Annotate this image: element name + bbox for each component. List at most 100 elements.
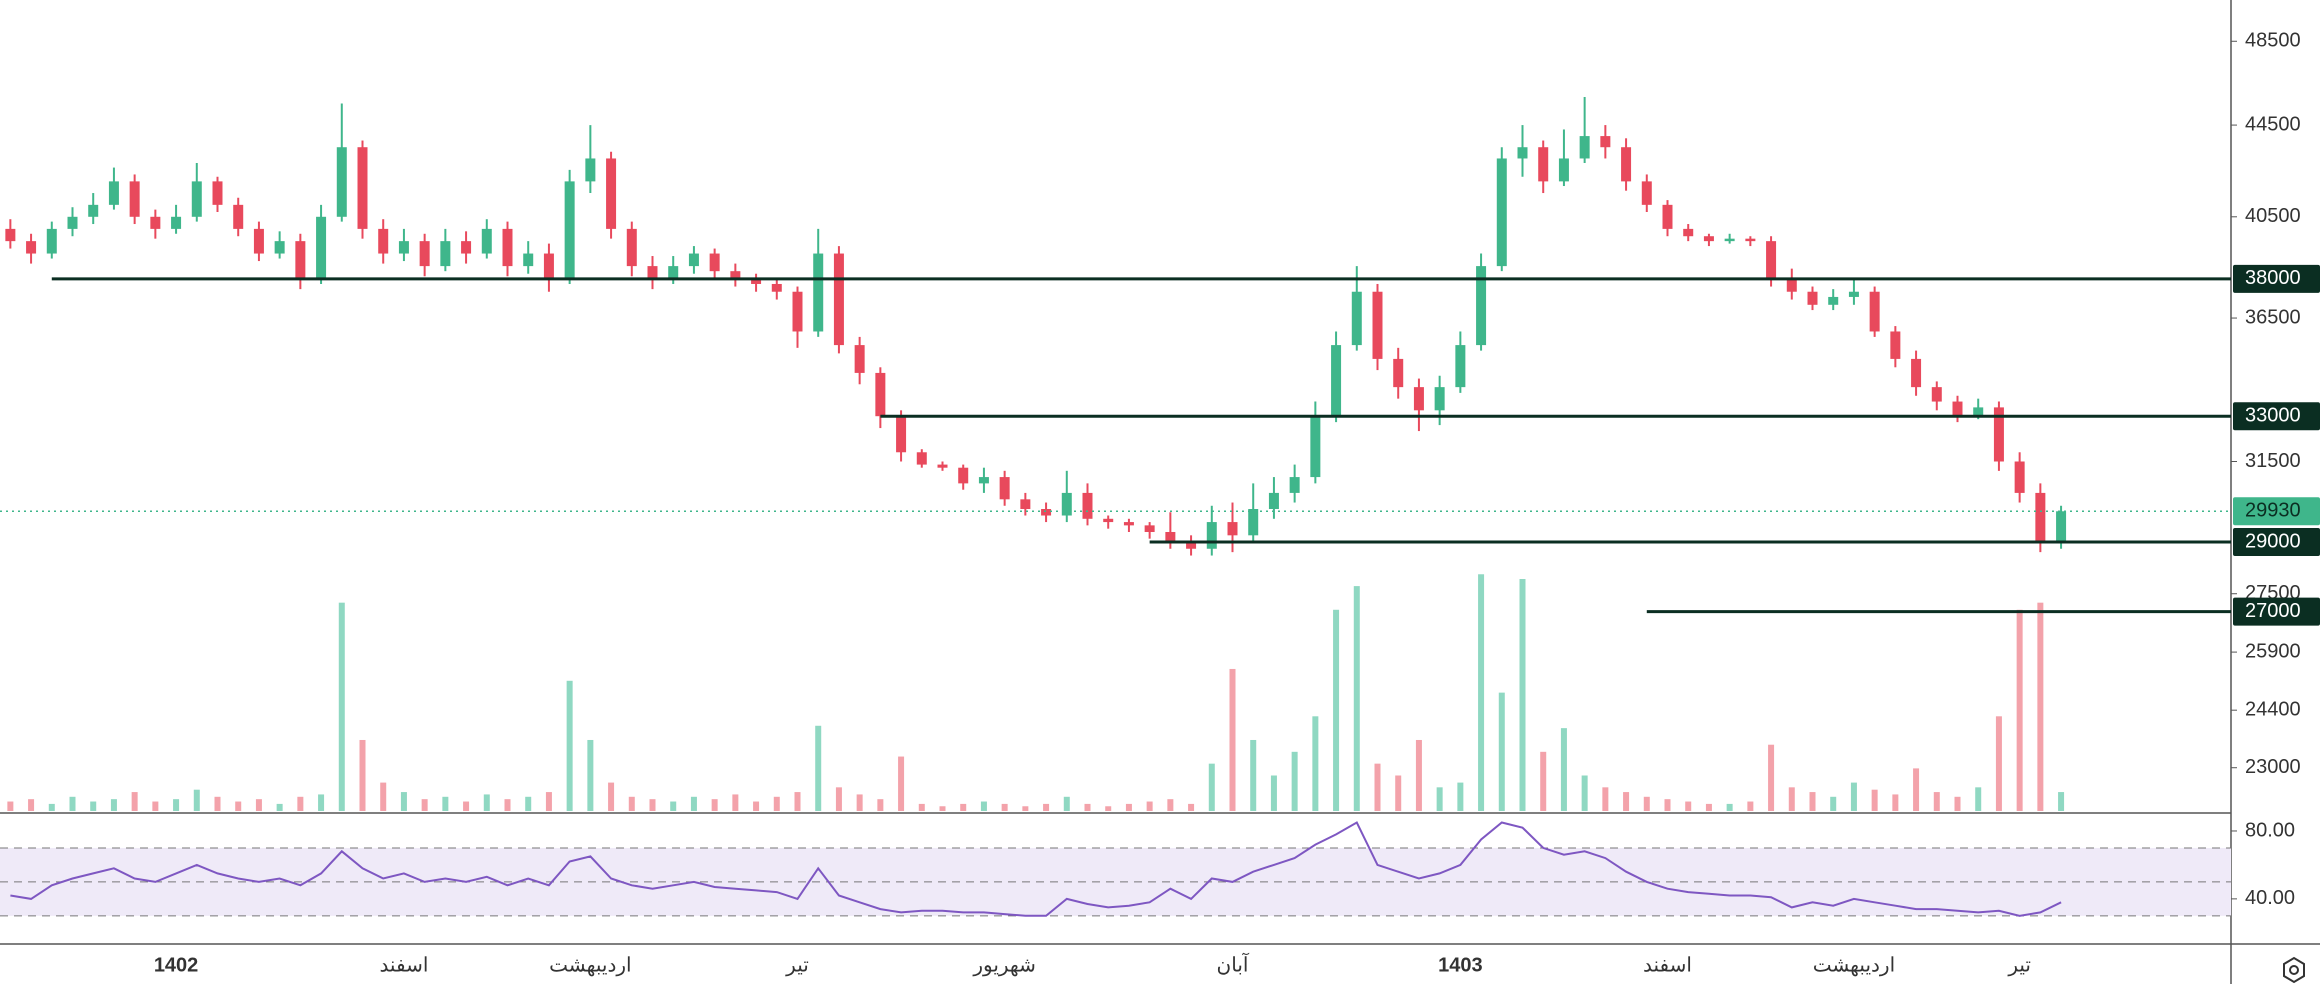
volume-bar: [69, 796, 76, 811]
candle-body: [1579, 136, 1590, 159]
volume-bar: [1001, 803, 1008, 811]
candle-body: [958, 467, 969, 484]
candle-body: [150, 216, 161, 229]
volume-bar: [2016, 609, 2023, 811]
candle-body: [1186, 542, 1197, 549]
candle-body: [709, 253, 720, 272]
candle-body: [1434, 387, 1445, 411]
volume-bar: [1498, 692, 1505, 811]
settings-icon[interactable]: [2283, 956, 2305, 984]
volume-bar: [1188, 803, 1195, 811]
volume-bar: [1146, 801, 1153, 811]
volume-bar: [835, 787, 842, 811]
volume-bar: [898, 756, 905, 811]
volume-bar: [566, 680, 573, 811]
candle-body: [398, 241, 409, 254]
volume-bar: [815, 725, 822, 811]
volume-bar: [711, 799, 718, 811]
volume-bar: [297, 796, 304, 811]
candle-body: [937, 464, 948, 468]
volume-bar: [1850, 782, 1857, 811]
x-tick-label: اردیبهشت: [1813, 954, 1895, 976]
level-label: 29000: [2245, 530, 2301, 552]
volume-bar: [1353, 586, 1360, 811]
volume-bar: [214, 796, 221, 811]
volume-bar: [1581, 775, 1588, 811]
level-label: 38000: [2245, 267, 2301, 289]
volume-bar: [483, 794, 490, 811]
candle-body: [67, 216, 78, 229]
candle-body: [295, 241, 306, 279]
volume-bar: [628, 796, 635, 811]
level-badge: [2233, 597, 2320, 626]
y-tick-label: 48500: [2245, 30, 2301, 52]
volume-bar: [7, 801, 14, 811]
rsi-tick-label: 80.00: [2245, 819, 2295, 841]
volume-bar: [1125, 803, 1132, 811]
candle-body: [316, 216, 327, 279]
candle-body: [1683, 228, 1694, 237]
volume-bar: [939, 806, 946, 811]
candle-body: [523, 253, 534, 267]
volume-bar: [608, 782, 615, 811]
volume-bar: [732, 794, 739, 811]
volume-bar: [1643, 796, 1650, 811]
x-tick-label: اردیبهشت: [549, 954, 631, 976]
candle-body: [1123, 522, 1134, 526]
volume-bar: [794, 792, 801, 811]
candle-body: [461, 241, 472, 254]
volume-bar: [48, 803, 55, 811]
candle-body: [668, 266, 679, 279]
candle-body: [1538, 147, 1549, 182]
settings-hex[interactable]: [2283, 956, 2305, 984]
volume-bar: [1270, 775, 1277, 811]
candle-body: [1455, 345, 1466, 388]
candle-body: [1476, 266, 1487, 346]
candle-body: [1227, 522, 1238, 536]
x-tick-label: شهریور: [972, 954, 1036, 976]
candle-body: [1351, 291, 1362, 346]
volume-bar: [110, 799, 117, 811]
candle-body: [792, 291, 803, 332]
candle-body: [916, 452, 927, 465]
y-tick-label: 31500: [2245, 450, 2301, 472]
x-tick-label: 1402: [154, 954, 199, 976]
candle-body: [1289, 477, 1300, 493]
candle-body: [1828, 296, 1839, 305]
y-tick-label: 25900: [2245, 640, 2301, 662]
volume-bar: [359, 739, 366, 811]
candle-body: [2014, 461, 2025, 493]
candle-body: [253, 228, 264, 254]
settings-dot[interactable]: [2289, 965, 2299, 975]
volume-bar: [1043, 803, 1050, 811]
volume-bar: [1933, 792, 1940, 811]
volume-bar: [690, 796, 697, 811]
volume-bar: [1022, 806, 1029, 811]
level-label: 27000: [2245, 600, 2301, 622]
candle-body: [813, 253, 824, 332]
volume-bar: [1063, 796, 1070, 811]
candle-body: [1413, 387, 1424, 411]
candle-body: [771, 283, 782, 292]
candle-body: [1600, 136, 1611, 148]
y-tick-label: 23000: [2245, 756, 2301, 778]
candle-body: [896, 416, 907, 453]
volume-bar: [1623, 792, 1630, 811]
candle-body: [1331, 345, 1342, 417]
volume-bar: [1478, 574, 1485, 811]
candle-body: [1911, 358, 1922, 388]
y-tick-label: 44500: [2245, 113, 2301, 135]
candle-body: [626, 228, 637, 267]
candle-body: [212, 181, 223, 205]
volume-bar: [980, 801, 987, 811]
candle-body: [1020, 499, 1031, 510]
candle-body: [1786, 278, 1797, 292]
volume-bar: [2037, 602, 2044, 811]
y-tick-label: 40500: [2245, 205, 2301, 227]
volume-bar: [1913, 768, 1920, 811]
x-tick-label: تیر: [785, 954, 809, 976]
volume-bar: [400, 792, 407, 811]
volume-bar: [1726, 803, 1733, 811]
candle-body: [440, 241, 451, 267]
volume-bar: [1830, 796, 1837, 811]
